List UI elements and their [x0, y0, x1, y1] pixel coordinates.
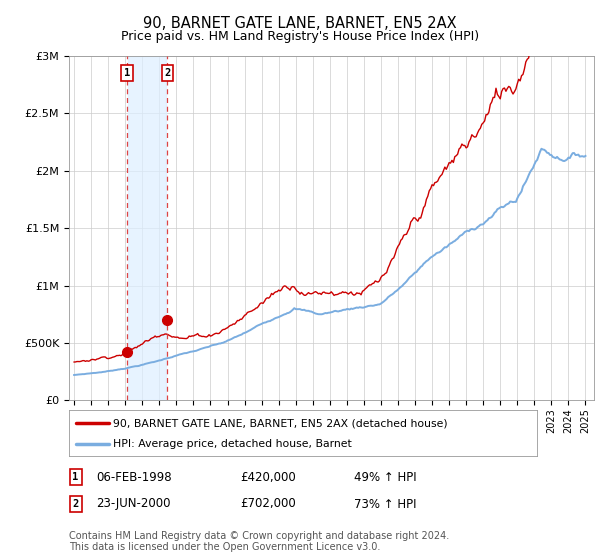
Text: 1: 1 — [124, 68, 130, 78]
Text: £420,000: £420,000 — [240, 470, 296, 484]
Text: 90, BARNET GATE LANE, BARNET, EN5 2AX (detached house): 90, BARNET GATE LANE, BARNET, EN5 2AX (d… — [113, 418, 448, 428]
Text: 2: 2 — [73, 499, 79, 509]
Text: 2: 2 — [164, 68, 170, 78]
Text: Price paid vs. HM Land Registry's House Price Index (HPI): Price paid vs. HM Land Registry's House … — [121, 30, 479, 43]
Text: 90, BARNET GATE LANE, BARNET, EN5 2AX: 90, BARNET GATE LANE, BARNET, EN5 2AX — [143, 16, 457, 31]
Text: 06-FEB-1998: 06-FEB-1998 — [96, 470, 172, 484]
Text: 23-JUN-2000: 23-JUN-2000 — [96, 497, 170, 511]
Text: HPI: Average price, detached house, Barnet: HPI: Average price, detached house, Barn… — [113, 440, 352, 450]
Text: 49% ↑ HPI: 49% ↑ HPI — [354, 470, 416, 484]
Text: £702,000: £702,000 — [240, 497, 296, 511]
Text: 73% ↑ HPI: 73% ↑ HPI — [354, 497, 416, 511]
Text: Contains HM Land Registry data © Crown copyright and database right 2024.
This d: Contains HM Land Registry data © Crown c… — [69, 531, 449, 553]
Text: 1: 1 — [73, 472, 79, 482]
